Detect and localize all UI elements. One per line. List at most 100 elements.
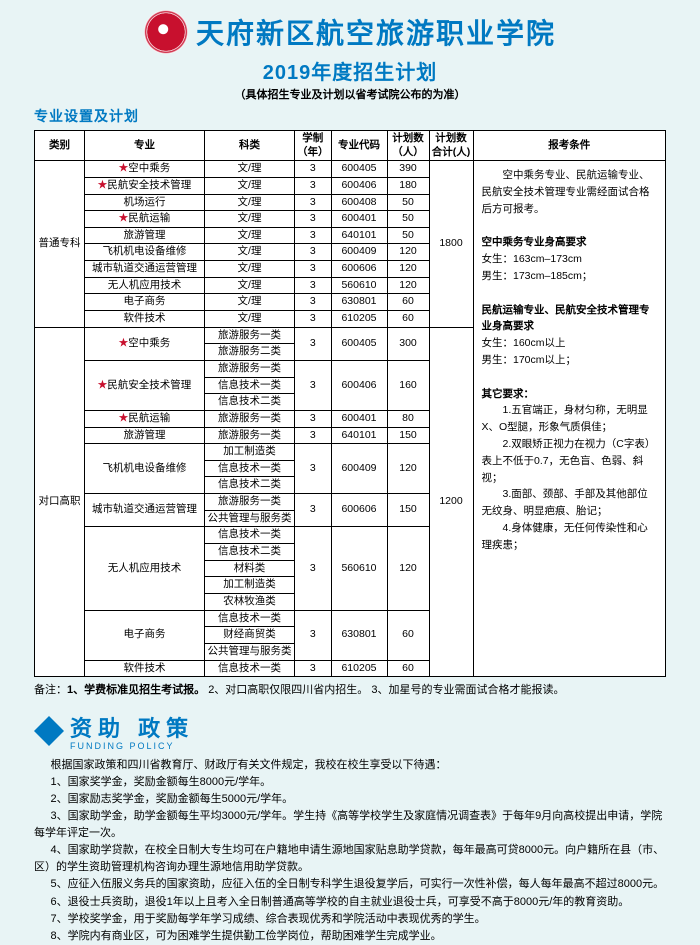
table-row: 普通专科★空中乘务文/理36004053901800 空中乘务专业、民航运输专业… bbox=[35, 161, 666, 178]
duration-cell: 3 bbox=[295, 410, 332, 427]
type-cell: 信息技术一类 bbox=[205, 610, 295, 627]
major-cell: 电子商务 bbox=[85, 610, 205, 660]
type-cell: 旅游服务一类 bbox=[205, 494, 295, 511]
duration-cell: 3 bbox=[295, 227, 332, 244]
type-cell: 信息技术二类 bbox=[205, 477, 295, 494]
number-cell: 60 bbox=[387, 294, 429, 311]
code-cell: 560610 bbox=[331, 277, 387, 294]
category-cell: 普通专科 bbox=[35, 161, 85, 327]
duration-cell: 3 bbox=[295, 244, 332, 261]
code-cell: 600401 bbox=[331, 211, 387, 228]
type-cell: 文/理 bbox=[205, 161, 295, 178]
funding-item: 2、国家励志奖学金，奖励金额每生5000元/学年。 bbox=[34, 791, 666, 808]
total-cell: 1200 bbox=[429, 327, 473, 676]
type-cell: 文/理 bbox=[205, 211, 295, 228]
major-cell: ★民航安全技术管理 bbox=[85, 360, 205, 410]
type-cell: 文/理 bbox=[205, 194, 295, 211]
type-cell: 材料类 bbox=[205, 560, 295, 577]
code-cell: 600405 bbox=[331, 327, 387, 360]
type-cell: 公共管理与服务类 bbox=[205, 510, 295, 527]
duration-cell: 3 bbox=[295, 527, 332, 610]
type-cell: 信息技术一类 bbox=[205, 527, 295, 544]
code-cell: 600409 bbox=[331, 244, 387, 261]
major-cell: ★民航运输 bbox=[85, 410, 205, 427]
major-cell: 机场运行 bbox=[85, 194, 205, 211]
section-title: 专业设置及计划 bbox=[34, 106, 666, 126]
funding-item: 7、学校奖学金，用于奖励每学年学习成绩、综合表现优秀和学院活动中表现优秀的学生。 bbox=[34, 911, 666, 928]
funding-item: 5、应征入伍服义务兵的国家资助，应征入伍的全日制专科学生退役复学后，可实行一次性… bbox=[34, 876, 666, 893]
number-cell: 120 bbox=[387, 261, 429, 278]
duration-cell: 3 bbox=[295, 427, 332, 444]
major-cell: 电子商务 bbox=[85, 294, 205, 311]
funding-title: 资助 政策 bbox=[70, 711, 194, 743]
type-cell: 旅游服务一类 bbox=[205, 360, 295, 377]
code-cell: 560610 bbox=[331, 527, 387, 610]
duration-cell: 3 bbox=[295, 444, 332, 494]
plan-title: 2019年度招生计划 bbox=[34, 56, 666, 85]
type-cell: 农林牧渔类 bbox=[205, 593, 295, 610]
number-cell: 120 bbox=[387, 277, 429, 294]
funding-item: 3、国家助学金，助学金额每生平均3000元/学年。学生持《高等学校学生及家庭情况… bbox=[34, 808, 666, 842]
type-cell: 文/理 bbox=[205, 294, 295, 311]
major-cell: 软件技术 bbox=[85, 660, 205, 677]
code-cell: 610205 bbox=[331, 660, 387, 677]
number-cell: 120 bbox=[387, 527, 429, 610]
number-cell: 50 bbox=[387, 194, 429, 211]
duration-cell: 3 bbox=[295, 360, 332, 410]
type-cell: 文/理 bbox=[205, 244, 295, 261]
type-cell: 公共管理与服务类 bbox=[205, 643, 295, 660]
major-cell: 飞机机电设备维修 bbox=[85, 444, 205, 494]
number-cell: 120 bbox=[387, 244, 429, 261]
type-cell: 文/理 bbox=[205, 261, 295, 278]
duration-cell: 3 bbox=[295, 494, 332, 527]
number-cell: 160 bbox=[387, 360, 429, 410]
type-cell: 文/理 bbox=[205, 177, 295, 194]
th-duration: 学制（年） bbox=[295, 131, 332, 161]
code-cell: 630801 bbox=[331, 294, 387, 311]
number-cell: 150 bbox=[387, 494, 429, 527]
major-cell: ★民航运输 bbox=[85, 211, 205, 228]
category-cell: 对口高职 bbox=[35, 327, 85, 676]
type-cell: 加工制造类 bbox=[205, 444, 295, 461]
duration-cell: 3 bbox=[295, 161, 332, 178]
code-cell: 600408 bbox=[331, 194, 387, 211]
type-cell: 信息技术二类 bbox=[205, 394, 295, 411]
number-cell: 50 bbox=[387, 211, 429, 228]
code-cell: 600606 bbox=[331, 261, 387, 278]
type-cell: 旅游服务一类 bbox=[205, 327, 295, 344]
funding-item: 6、退役士兵资助，退役1年以上且考入全日制普通高等学校的自主就业退役士兵，可享受… bbox=[34, 894, 666, 911]
duration-cell: 3 bbox=[295, 327, 332, 360]
th-category: 类别 bbox=[35, 131, 85, 161]
funding-item: 8、学院内有商业区，可为困难学生提供勤工俭学岗位，帮助困难学生完成学业。 bbox=[34, 928, 666, 945]
enrollment-table: 类别 专业 科类 学制（年） 专业代码 计划数（人） 计划数合计(人) 报考条件… bbox=[34, 130, 666, 677]
th-code: 专业代码 bbox=[331, 131, 387, 161]
code-cell: 600606 bbox=[331, 494, 387, 527]
type-cell: 旅游服务二类 bbox=[205, 344, 295, 361]
number-cell: 50 bbox=[387, 227, 429, 244]
funding-section: 资助 政策 FUNDING POLICY 根据国家政策和四川省教育厅、财政厅有关… bbox=[34, 711, 666, 945]
major-cell: ★空中乘务 bbox=[85, 161, 205, 178]
duration-cell: 3 bbox=[295, 277, 332, 294]
type-cell: 旅游服务一类 bbox=[205, 427, 295, 444]
code-cell: 610205 bbox=[331, 311, 387, 328]
type-cell: 旅游服务一类 bbox=[205, 410, 295, 427]
number-cell: 80 bbox=[387, 410, 429, 427]
major-cell: 城市轨道交通运营管理 bbox=[85, 261, 205, 278]
code-cell: 600406 bbox=[331, 360, 387, 410]
number-cell: 300 bbox=[387, 327, 429, 360]
th-major: 专业 bbox=[85, 131, 205, 161]
th-type: 科类 bbox=[205, 131, 295, 161]
duration-cell: 3 bbox=[295, 311, 332, 328]
funding-subtitle: FUNDING POLICY bbox=[70, 741, 175, 751]
funding-item: 1、国家奖学金，奖励金额每生8000元/学年。 bbox=[34, 774, 666, 791]
school-logo-icon bbox=[144, 10, 188, 54]
type-cell: 信息技术一类 bbox=[205, 460, 295, 477]
major-cell: 城市轨道交通运营管理 bbox=[85, 494, 205, 527]
enrollment-table-wrap: 类别 专业 科类 学制（年） 专业代码 计划数（人） 计划数合计(人) 报考条件… bbox=[34, 130, 666, 677]
duration-cell: 3 bbox=[295, 261, 332, 278]
duration-cell: 3 bbox=[295, 294, 332, 311]
type-cell: 信息技术一类 bbox=[205, 377, 295, 394]
funding-item: 4、国家助学贷款，在校全日制大专生均可在户籍地申请生源地国家贴息助学贷款，每年最… bbox=[34, 842, 666, 876]
type-cell: 信息技术二类 bbox=[205, 544, 295, 561]
number-cell: 60 bbox=[387, 311, 429, 328]
